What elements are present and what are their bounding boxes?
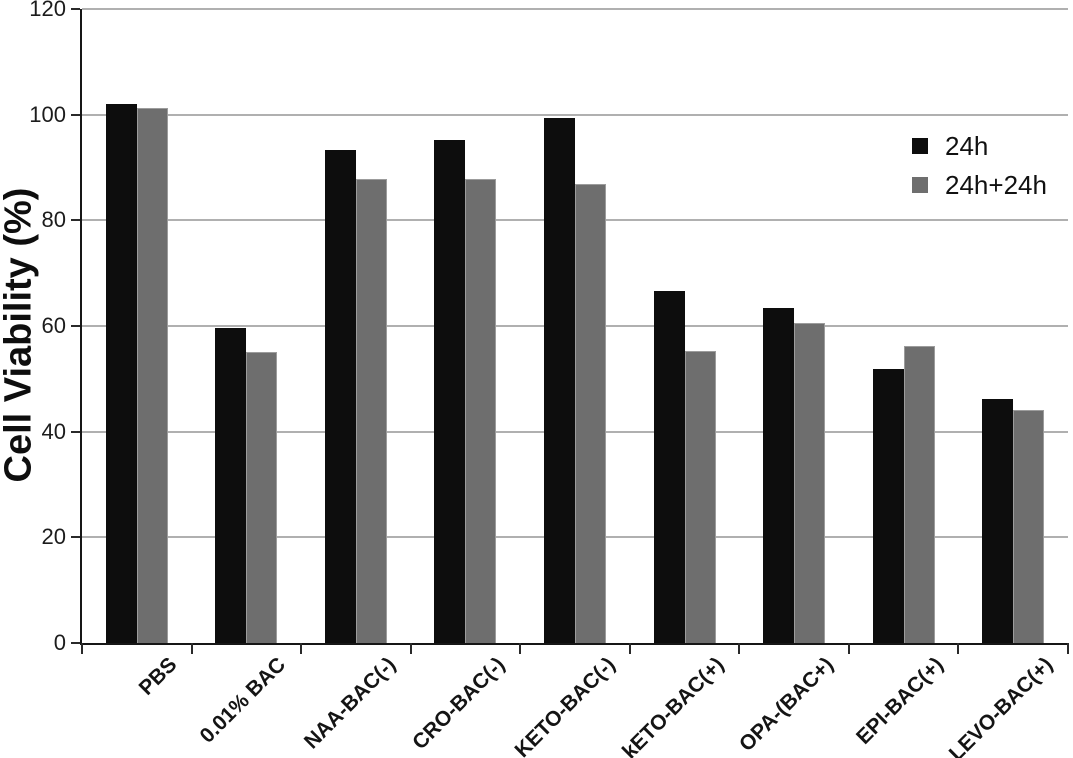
y-tick-60: [71, 325, 80, 327]
x-label-text-OPA-(BAC+): OPA-(BAC+): [735, 653, 839, 757]
bar-24h+24h-kETO-BAC(+): [684, 350, 716, 643]
x-label-text-EPI-BAC(+): EPI-BAC(+): [852, 653, 948, 749]
bar-24h-KETO-BAC(-): [544, 117, 575, 643]
y-tick-40: [71, 430, 80, 433]
x-tick-2: [300, 643, 303, 654]
bar-24h-OPA-(BAC+): [763, 308, 795, 643]
x-tick-6: [738, 643, 741, 654]
bar-24h-NAA-BAC(-): [324, 150, 356, 643]
bar-24h-0.01% BAC: [215, 327, 247, 643]
bar-24h+24h-0.01% BAC: [246, 351, 278, 643]
bar-24h+24h-KETO-BAC(-): [575, 183, 606, 643]
legend-label-24h+24h: 24h+24h: [945, 170, 1047, 200]
bar-24h+24h-EPI-BAC(+): [903, 345, 935, 643]
y-tick-label-120: 120: [29, 0, 66, 21]
bar-24h-EPI-BAC(+): [872, 368, 904, 643]
bar-24h-PBS: [105, 104, 137, 643]
x-tick-7: [847, 643, 850, 654]
bar-24h+24h-NAA-BAC(-): [355, 179, 387, 643]
y-tick-label-100: 100: [29, 101, 66, 127]
x-label-text-0.01% BAC: 0.01% BAC: [195, 653, 291, 748]
y-tick-80: [71, 219, 80, 222]
y-tick-label-80: 80: [41, 207, 66, 233]
x-tick-3: [409, 643, 412, 654]
bar-24h+24h-PBS: [136, 108, 168, 643]
bar-24h+24h-OPA-(BAC+): [794, 323, 826, 643]
bar-24h-kETO-BAC(+): [653, 290, 685, 643]
legend-swatch-24h+24h: [912, 177, 928, 193]
y-tick-label-40: 40: [41, 418, 66, 444]
x-tick-9: [1067, 643, 1069, 654]
y-tick-label-60: 60: [41, 313, 66, 338]
x-tick-0: [81, 643, 83, 654]
x-label-text-LEVO-BAC(+): LEVO-BAC(+): [945, 653, 1058, 758]
gridline-100: [82, 113, 1068, 116]
x-label-text-CRO-BAC(-): CRO-BAC(-): [408, 653, 510, 755]
gridline-120: [82, 8, 1068, 10]
x-tick-1: [190, 643, 193, 654]
x-label-text-PBS: PBS: [134, 653, 182, 700]
x-tick-4: [519, 643, 522, 654]
y-tick-100: [71, 113, 80, 116]
bar-24h-LEVO-BAC(+): [982, 398, 1014, 643]
y-tick-label-20: 20: [41, 524, 66, 550]
y-tick-120: [71, 8, 80, 10]
y-tick-label-0: 0: [53, 630, 66, 655]
plot-area: 0 20 40 60 80 100 120 PBS 0.01% BAC NAA-BAC(-) CRO…: [29, 0, 1069, 758]
x-tick-5: [628, 643, 631, 654]
legend-label-24h: 24h: [945, 131, 989, 161]
legend: 24h 24h+24h: [912, 131, 1047, 209]
y-tick-0: [71, 642, 80, 644]
x-label-text-kETO-BAC(+): kETO-BAC(+): [618, 653, 729, 758]
legend-item-24h+24h: 24h+24h: [912, 170, 1047, 200]
bar-24h+24h-LEVO-BAC(+): [1013, 410, 1045, 643]
y-tick-20: [71, 536, 80, 539]
x-label-text-KETO-BAC(-): KETO-BAC(-): [510, 653, 620, 758]
bar-24h-CRO-BAC(-): [434, 140, 466, 643]
legend-swatch-24h: [912, 138, 928, 154]
legend-item-24h: 24h: [912, 131, 1047, 161]
x-tick-8: [957, 643, 960, 654]
x-label-text-NAA-BAC(-): NAA-BAC(-): [299, 653, 401, 754]
bar-24h+24h-CRO-BAC(-): [465, 179, 497, 643]
